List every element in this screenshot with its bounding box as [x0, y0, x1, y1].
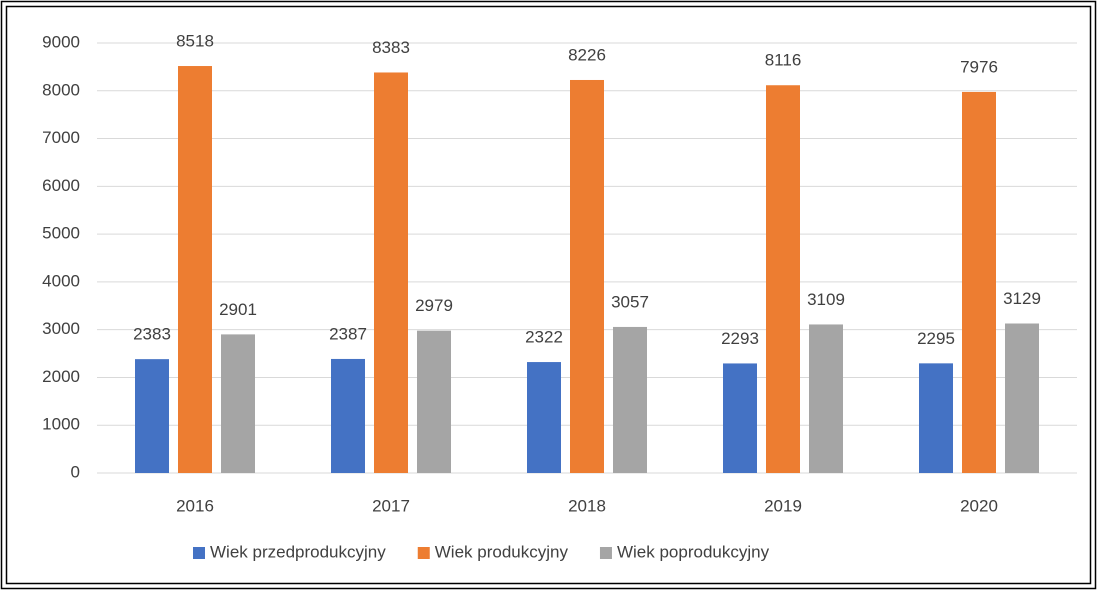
bar: [766, 85, 800, 473]
y-tick-label: 5000: [42, 224, 80, 243]
y-tick-label: 8000: [42, 80, 80, 99]
bar: [331, 358, 365, 473]
data-label: 2387: [329, 324, 367, 343]
bar: [613, 326, 647, 473]
data-label: 7976: [960, 57, 998, 76]
data-label: 3057: [611, 292, 649, 311]
data-label: 2979: [415, 296, 453, 315]
x-tick-label: 2017: [372, 496, 410, 515]
data-label: 3109: [807, 290, 845, 309]
bar: [723, 363, 757, 473]
x-tick-label: 2016: [176, 496, 214, 515]
data-label: 8116: [765, 51, 802, 70]
data-label: 2293: [721, 329, 759, 348]
legend-label: Wiek poprodukcyjny: [617, 542, 770, 561]
bar: [1005, 323, 1039, 473]
inner-border: [5, 5, 1092, 585]
legend-swatch: [193, 547, 205, 559]
data-label: 2295: [917, 329, 955, 348]
bar: [570, 79, 604, 473]
y-tick-label: 1000: [42, 415, 80, 434]
legend-swatch: [599, 547, 612, 559]
data-label: 3129: [1003, 289, 1041, 308]
data-label: 2383: [133, 325, 171, 344]
data-label: 8383: [372, 38, 410, 57]
bar: [135, 359, 169, 473]
data-label: 2322: [525, 328, 563, 347]
bar: [178, 66, 212, 473]
legend-swatch: [417, 547, 430, 559]
bar: [417, 330, 451, 473]
bar: [962, 91, 996, 474]
bar: [527, 362, 561, 473]
y-tick-label: 4000: [42, 271, 80, 290]
data-label: 2901: [219, 300, 257, 319]
legend-label: Wiek produkcyjny: [435, 542, 569, 561]
bar: [919, 363, 953, 473]
y-tick-label: 6000: [42, 176, 80, 195]
bar: [221, 334, 255, 473]
y-tick-label: 3000: [42, 319, 80, 338]
x-tick-label: 2019: [764, 496, 802, 515]
y-tick-label: 9000: [42, 32, 80, 51]
y-tick-label: 7000: [42, 128, 80, 147]
y-tick-label: 0: [71, 462, 80, 481]
data-label: 8226: [568, 45, 606, 64]
x-tick-label: 2018: [568, 496, 606, 515]
y-tick-label: 2000: [42, 367, 80, 386]
data-label: 8518: [176, 32, 214, 51]
bar: [374, 72, 408, 474]
legend-label: Wiek przedprodukcyjny: [210, 542, 386, 561]
bar: [809, 324, 843, 473]
x-tick-label: 2020: [960, 496, 998, 515]
